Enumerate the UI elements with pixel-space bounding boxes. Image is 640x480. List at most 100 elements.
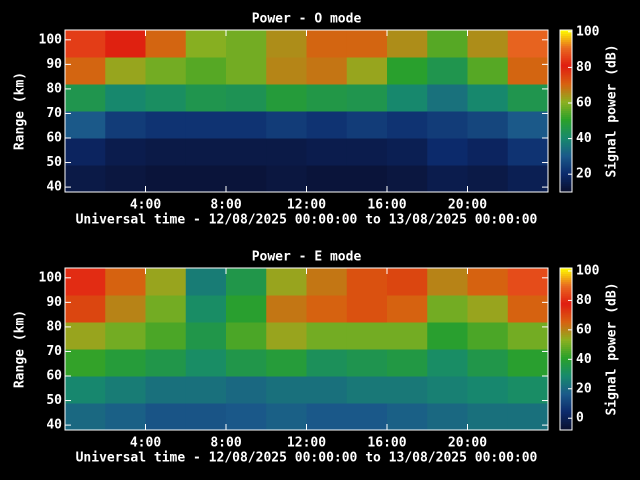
colorbar-step <box>560 137 572 140</box>
heatmap-cell <box>387 322 428 350</box>
colorbar-step <box>560 54 572 57</box>
colorbar-step <box>560 44 572 47</box>
heatmap-cell <box>65 165 106 193</box>
heatmap-cell <box>105 165 146 193</box>
chart-title: Power - E mode <box>252 250 362 265</box>
colorbar-step <box>560 34 572 37</box>
colorbar-step <box>560 349 572 352</box>
heatmap-cell <box>185 111 227 139</box>
colorbar-step <box>560 405 572 409</box>
colorbar-step <box>560 385 572 388</box>
colorbar-step <box>560 98 572 102</box>
colorbar-step <box>560 357 572 360</box>
colorbar-step <box>560 38 572 41</box>
y-tick-label: 50 <box>46 155 62 170</box>
heatmap-cell <box>266 111 307 139</box>
x-tick-label: 4:00 <box>130 198 161 213</box>
colorbar-label: Signal power (dB) <box>605 44 620 177</box>
y-axis-label: Range (km) <box>13 310 28 388</box>
heatmap-cell <box>266 403 307 431</box>
heatmap-cell <box>346 138 388 166</box>
colorbar-step <box>560 278 572 281</box>
y-tick-label: 70 <box>46 344 62 359</box>
heatmap-cell <box>346 295 388 323</box>
heatmap-cell <box>467 322 509 350</box>
heatmap-cell <box>346 57 388 85</box>
heatmap-cell <box>306 295 348 323</box>
heatmap-cell <box>266 30 307 58</box>
heatmap-cell <box>226 268 267 296</box>
heatmap-cell <box>266 376 307 404</box>
heatmap-cell <box>145 268 187 296</box>
heatmap-cell <box>65 84 106 112</box>
heatmap-cell <box>105 268 146 296</box>
y-tick-label: 100 <box>39 32 63 47</box>
heatmap-cell <box>226 376 267 404</box>
x-tick-label: 20:00 <box>448 198 487 213</box>
colorbar-tick-label: 100 <box>576 263 600 278</box>
colorbar-tick-label: 60 <box>576 322 592 337</box>
heatmap-cell <box>266 322 307 350</box>
colorbar-step <box>560 94 572 98</box>
colorbar-step <box>560 276 572 279</box>
y-tick-label: 50 <box>46 393 62 408</box>
heatmap-cell <box>427 322 468 350</box>
colorbar-step <box>560 84 572 88</box>
colorbar-step <box>560 68 572 71</box>
colorbar-step <box>560 58 572 61</box>
heatmap-cell <box>266 165 307 193</box>
colorbar-step <box>560 367 572 370</box>
colorbar-tick-label: 0 <box>576 411 584 426</box>
colorbar-step <box>560 387 572 390</box>
heatmap-cell <box>145 165 187 193</box>
colorbar-step <box>560 82 572 86</box>
heatmap-cell <box>105 322 146 350</box>
colorbar-step <box>560 153 572 157</box>
heatmap-cell <box>387 138 428 166</box>
heatmap-cell <box>507 376 549 404</box>
heatmap-cell <box>346 111 388 139</box>
heatmap-cell <box>507 30 549 58</box>
heatmap-cell <box>467 165 509 193</box>
colorbar-step <box>560 173 572 177</box>
colorbar-step <box>560 131 572 134</box>
colorbar-step <box>560 413 572 417</box>
colorbar-step <box>560 371 572 374</box>
heatmap-cell <box>65 30 106 58</box>
heatmap-cell <box>467 403 509 431</box>
colorbar-step <box>560 336 572 340</box>
heatmap-cell <box>105 376 146 404</box>
heatmap-cell <box>427 376 468 404</box>
heatmap-cell <box>266 57 307 85</box>
colorbar-step <box>560 155 572 159</box>
colorbar-step <box>560 117 572 120</box>
heatmap-cell <box>226 57 267 85</box>
colorbar-step <box>560 52 572 55</box>
heatmap-cell <box>387 57 428 85</box>
colorbar-step <box>560 383 572 386</box>
y-axis-label: Range (km) <box>13 72 28 150</box>
heatmap-cell <box>467 349 509 377</box>
colorbar-step <box>560 353 572 356</box>
heatmap-cell <box>427 268 468 296</box>
heatmap-cell <box>427 57 468 85</box>
colorbar-step <box>560 401 572 405</box>
heatmap-cell <box>185 138 227 166</box>
heatmap-cell <box>507 165 549 193</box>
heatmap-cell <box>226 84 267 112</box>
heatmap-cell <box>105 403 146 431</box>
colorbar-step <box>560 361 572 364</box>
colorbar-step <box>560 32 572 35</box>
colorbar-step <box>560 393 572 397</box>
colorbar-step <box>560 338 572 342</box>
colorbar-step <box>560 80 572 84</box>
colorbar-step <box>560 288 572 291</box>
heatmap-cell <box>105 138 146 166</box>
colorbar-step <box>560 62 572 65</box>
colorbar-step <box>560 340 572 344</box>
heatmap-cell <box>306 268 348 296</box>
y-tick-label: 80 <box>46 319 62 334</box>
colorbar-step <box>560 139 572 142</box>
colorbar-step <box>560 115 572 118</box>
colorbar-step <box>560 133 572 136</box>
